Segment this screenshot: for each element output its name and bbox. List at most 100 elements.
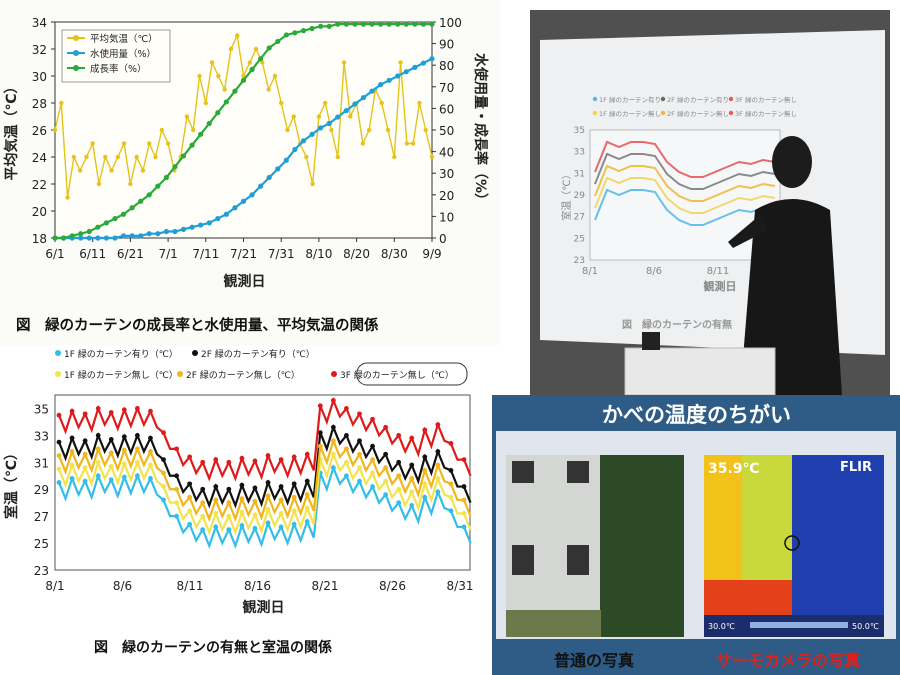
data-point-s5: [383, 424, 389, 430]
data-point-s5: [82, 411, 88, 417]
x-tick-label: 7/21: [230, 247, 257, 261]
x-tick-label: 6/11: [79, 247, 106, 261]
data-point-s2: [134, 432, 140, 438]
legend-item: 成長率（%）: [90, 63, 147, 75]
projected-series-line: [594, 164, 776, 202]
data-point-s3: [370, 470, 375, 476]
data-point-s5: [278, 457, 284, 463]
data-point-growth: [377, 21, 384, 27]
data-point-temp: [52, 127, 58, 133]
data-point-s3: [278, 511, 284, 516]
data-point-s3: [121, 461, 127, 467]
data-point-s1: [134, 473, 140, 479]
data-point-s4: [95, 446, 101, 452]
data-point-water: [343, 107, 349, 114]
y-tick-label: 33: [34, 429, 49, 443]
data-point-water: [360, 95, 367, 101]
laptop: [624, 347, 776, 395]
data-point-s5: [252, 458, 258, 464]
data-point-s3: [200, 513, 206, 519]
legend-item: 2F 緑のカーテン有り: [667, 95, 729, 104]
series-line-s1: [57, 464, 472, 549]
data-point-s4: [200, 500, 206, 506]
data-point-temp: [159, 127, 165, 133]
data-point-growth: [163, 174, 169, 181]
data-point-temp: [165, 141, 171, 146]
data-point-s4: [161, 470, 166, 476]
data-point-s1: [187, 521, 193, 527]
normal-photo-label: 普通の写真: [554, 651, 635, 670]
data-point-growth: [309, 25, 315, 32]
legend-swatch-dot: [73, 35, 79, 41]
data-point-water: [258, 183, 264, 189]
data-point-water: [420, 60, 427, 66]
data-point-s2: [56, 439, 62, 445]
flir-logo: FLIR: [840, 460, 872, 475]
legend-swatch-dot: [192, 350, 198, 356]
data-point-s1: [435, 489, 441, 495]
data-point-s1: [422, 494, 428, 500]
data-point-s3: [304, 505, 310, 511]
data-point-s2: [278, 484, 284, 489]
scale-max-label: 50.0℃: [852, 622, 879, 631]
data-point-water: [223, 211, 229, 217]
projected-caption: 図 緑のカーテンの有無: [622, 318, 732, 331]
data-point-water: [129, 233, 135, 239]
data-point-temp: [366, 127, 372, 133]
data-point-water: [198, 222, 204, 228]
y-tick-label: 35: [34, 402, 49, 416]
data-point-s1: [370, 484, 375, 489]
thermal-cool-area: [792, 455, 884, 615]
data-point-water: [309, 131, 315, 137]
data-point-temp: [392, 154, 397, 160]
x-tick-label: 7/31: [268, 247, 295, 261]
data-point-s3: [82, 465, 88, 471]
data-point-s3: [357, 465, 362, 471]
x-tick-label: 8/31: [447, 579, 474, 593]
data-point-s5: [239, 455, 245, 461]
legend-swatch-dot: [592, 110, 598, 116]
y-left-tick-label: 26: [32, 124, 47, 138]
data-point-growth: [215, 110, 221, 116]
data-point-temp: [216, 73, 221, 79]
data-point-s2: [357, 438, 362, 444]
data-point-s3: [108, 463, 114, 469]
legend-item: 2F 緑のカーテン無し: [667, 109, 729, 118]
data-point-growth: [429, 21, 435, 27]
data-point-water: [215, 215, 221, 222]
y-tick-label: 27: [574, 213, 585, 223]
data-point-water: [189, 224, 195, 230]
data-point-temp: [329, 127, 334, 133]
data-point-temp: [153, 154, 158, 160]
x-tick-label: 8/1: [582, 266, 598, 277]
data-point-temp: [417, 100, 422, 106]
data-point-water: [86, 235, 92, 241]
x-tick-label: 7/11: [192, 247, 219, 261]
data-point-s3: [226, 513, 232, 519]
data-point-growth: [240, 77, 247, 83]
data-point-temp: [115, 154, 121, 160]
y-tick-label: 23: [574, 256, 585, 266]
y-tick-label: 29: [574, 191, 586, 201]
thermal-title: かべの温度のちがい: [602, 403, 791, 427]
data-point-temp: [209, 60, 215, 65]
data-point-s1: [304, 519, 310, 524]
data-point-s3: [161, 484, 166, 489]
data-point-s2: [187, 481, 193, 487]
data-point-s3: [148, 462, 153, 468]
data-point-growth: [172, 164, 178, 170]
data-point-s1: [213, 524, 219, 530]
data-point-water: [386, 77, 392, 83]
y-right-tick-label: 10: [439, 210, 454, 224]
data-point-s3: [239, 509, 245, 515]
data-point-water: [120, 233, 127, 239]
y-left-tick-label: 34: [32, 16, 47, 30]
data-point-growth: [189, 142, 195, 148]
data-point-temp: [253, 46, 259, 52]
x-tick-label: 8/10: [305, 247, 332, 261]
x-tick-label: 8/6: [113, 579, 132, 593]
data-point-s5: [69, 408, 75, 414]
data-point-s3: [252, 512, 258, 518]
data-point-water: [395, 73, 401, 79]
shrubs: [506, 610, 601, 637]
